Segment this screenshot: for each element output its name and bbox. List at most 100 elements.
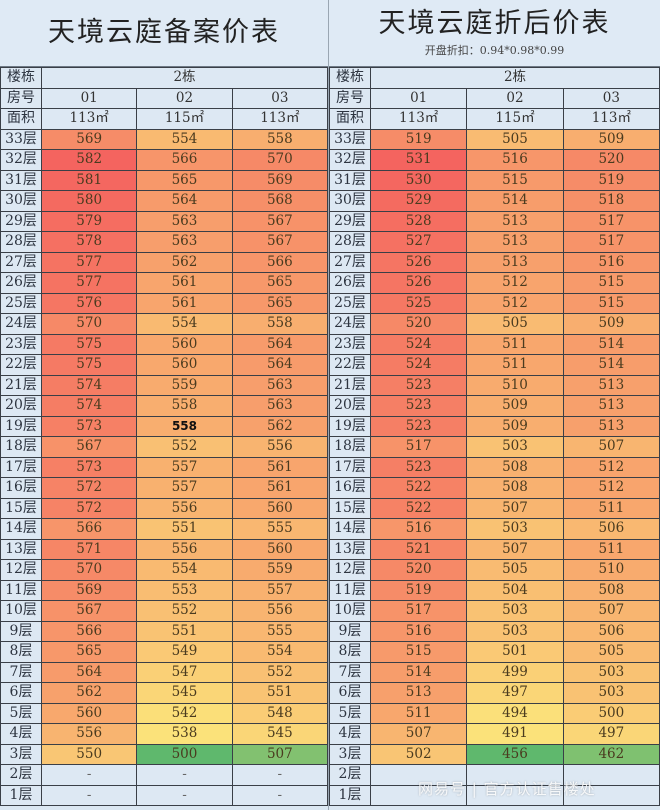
floor-label: 21层 (329, 374, 371, 396)
floor-label: 24层 (329, 313, 371, 335)
table-row: 33层 519 505 509 (329, 128, 660, 150)
floor-label: 24层 (0, 313, 42, 335)
price-cell: 564 (231, 354, 329, 376)
price-cell: 563 (136, 231, 233, 253)
floor-label: 26层 (0, 272, 42, 294)
price-cell: 552 (231, 661, 329, 683)
price-cell: 502 (369, 743, 468, 765)
floor-label: 9层 (0, 620, 42, 642)
price-cell: 515 (466, 169, 564, 191)
price-cell: 505 (466, 313, 564, 335)
table-row: 7层 514 499 503 (329, 661, 660, 683)
price-cell: 514 (562, 354, 660, 376)
table-row: 9层 516 503 506 (329, 620, 660, 642)
table-row: 1层 - - - (0, 784, 329, 806)
room-label: 房号 (0, 87, 42, 109)
floor-label: 29层 (0, 210, 42, 232)
price-cell: 582 (40, 149, 138, 171)
floor-label: 6层 (329, 682, 371, 704)
table-row: 26层 526 512 515 (329, 272, 660, 294)
price-cell: 503 (562, 661, 660, 683)
table-row: 14层 566 551 555 (0, 518, 329, 540)
floor-label: 13层 (329, 538, 371, 560)
price-cell: 564 (231, 333, 329, 355)
floor-label: 5层 (329, 702, 371, 724)
price-cell: 569 (231, 169, 329, 191)
discounted-price-panel: 天境云庭折后价表 开盘折扣：0.94*0.98*0.99 楼栋 2栋 房号 01 02 0… (329, 0, 660, 810)
building-row: 楼栋 2栋 (329, 67, 660, 89)
table-row: 11层 519 504 508 (329, 579, 660, 601)
table-row: 11层 569 553 557 (0, 579, 329, 601)
price-cell: 517 (562, 231, 660, 253)
price-cell: 560 (136, 354, 233, 376)
price-cell: 577 (40, 272, 138, 294)
price-cell: 520 (562, 149, 660, 171)
price-cell: 513 (466, 210, 564, 232)
building-label: 楼栋 (329, 67, 371, 89)
floor-label: 12层 (0, 559, 42, 581)
price-cell: 551 (231, 682, 329, 704)
price-cell: - (136, 764, 233, 786)
price-cell: 511 (562, 538, 660, 560)
floor-label: 6层 (0, 682, 42, 704)
floor-label: 4层 (0, 723, 42, 745)
table-row: 30层 529 514 518 (329, 190, 660, 212)
price-cell: 517 (369, 600, 468, 622)
price-cell: 509 (562, 313, 660, 335)
floor-label: 22层 (329, 354, 371, 376)
floor-label: 23层 (0, 333, 42, 355)
price-cell: 505 (466, 128, 564, 150)
price-cell: 511 (562, 497, 660, 519)
room-label: 房号 (329, 87, 371, 109)
price-cell: 556 (231, 600, 329, 622)
price-cell: 559 (231, 559, 329, 581)
price-cell: 548 (231, 702, 329, 724)
price-cell: 512 (466, 272, 564, 294)
price-cell: - (40, 764, 138, 786)
table-row: 5层 511 494 500 (329, 702, 660, 724)
room-number: 01 (369, 87, 468, 109)
area-value: 113㎡ (231, 108, 329, 130)
price-cell: 572 (40, 477, 138, 499)
price-cell: 500 (136, 743, 233, 765)
table-row: 24层 520 505 509 (329, 313, 660, 335)
table-row: 17层 573 557 561 (0, 456, 329, 478)
price-cell: 556 (231, 436, 329, 458)
price-cell: 523 (369, 374, 468, 396)
price-cell: 519 (369, 579, 468, 601)
table-row: 9层 566 551 555 (0, 620, 329, 642)
price-cell (466, 784, 564, 806)
price-cell: 562 (40, 682, 138, 704)
price-cell: 553 (136, 579, 233, 601)
floor-label: 7层 (0, 661, 42, 683)
price-cell: 505 (562, 641, 660, 663)
price-cell: 511 (466, 354, 564, 376)
floor-label: 3层 (329, 743, 371, 765)
price-cell: 517 (369, 436, 468, 458)
price-cell: 530 (369, 169, 468, 191)
price-cell: 572 (40, 497, 138, 519)
area-value: 115㎡ (466, 108, 564, 130)
title-box: 天境云庭折后价表 开盘折扣：0.94*0.98*0.99 (329, 0, 660, 67)
price-cell: 545 (136, 682, 233, 704)
table-row: 21层 523 510 513 (329, 374, 660, 396)
price-cell: 462 (562, 743, 660, 765)
price-cell: 567 (231, 231, 329, 253)
floor-label: 9层 (329, 620, 371, 642)
table-row: 32层 531 516 520 (329, 149, 660, 171)
table-row: 23层 575 560 564 (0, 333, 329, 355)
price-cell: 563 (136, 210, 233, 232)
price-cell: 563 (231, 395, 329, 417)
price-cell: 513 (562, 395, 660, 417)
price-cell (562, 764, 660, 786)
price-cell: 559 (136, 374, 233, 396)
price-cell: 566 (136, 149, 233, 171)
price-cell: 557 (231, 579, 329, 601)
floor-label: 30层 (329, 190, 371, 212)
table-row: 3层 550 500 507 (0, 743, 329, 765)
price-cell (466, 764, 564, 786)
floor-label: 22层 (0, 354, 42, 376)
price-cell: 524 (369, 333, 468, 355)
table-row: 14层 516 503 506 (329, 518, 660, 540)
area-row: 面积 113㎡ 115㎡ 113㎡ (0, 108, 329, 130)
